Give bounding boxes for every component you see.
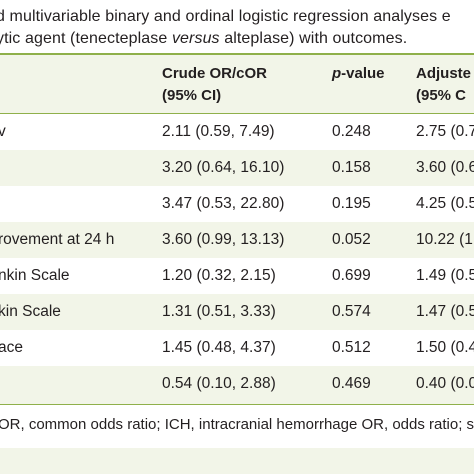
table-row: v 2.11 (0.59, 7.49) 0.248 2.75 (0.7 — [0, 114, 474, 150]
row-adjusted-or: 1.49 (0.5 — [416, 267, 474, 284]
row-crude-or: 3.20 (0.64, 16.10) — [162, 159, 285, 176]
row-adjusted-or: 0.40 (0.0 — [416, 375, 474, 392]
row-adjusted-or: 1.50 (0.4 — [416, 339, 474, 356]
table-row: 3.47 (0.53, 22.80) 0.195 4.25 (0.5 — [0, 186, 474, 222]
table-footnote: OR, common odds ratio; ICH, intracranial… — [0, 416, 474, 433]
row-crude-or: 1.31 (0.51, 3.33) — [162, 303, 276, 320]
row-adjusted-or: 3.60 (0.6 — [416, 159, 474, 176]
table-row: nkin Scale 1.20 (0.32, 2.15) 0.699 1.49 … — [0, 258, 474, 294]
row-adjusted-or: 2.75 (0.7 — [416, 123, 474, 140]
row-p-value: 0.248 — [332, 123, 371, 140]
row-label: kin Scale — [0, 303, 61, 320]
row-crude-or: 1.20 (0.32, 2.15) — [162, 267, 276, 284]
row-crude-or: 2.11 (0.59, 7.49) — [162, 123, 275, 140]
table-bottom-rule — [0, 404, 474, 405]
row-p-value: 0.469 — [332, 375, 371, 392]
row-label: rovement at 24 h — [0, 231, 115, 248]
row-p-value: 0.574 — [332, 303, 371, 320]
footer-band — [0, 448, 474, 474]
header-adjusted-or: Adjuste (95% C — [416, 63, 471, 107]
table-row: 0.54 (0.10, 2.88) 0.469 0.40 (0.0 — [0, 366, 474, 404]
row-adjusted-or: 10.22 (1. — [416, 231, 474, 248]
caption-line-2-italic: versus — [171, 30, 220, 47]
caption-line-1: d multivariable binary and ordinal logis… — [0, 8, 451, 25]
header-crude-or-line1: Crude OR/cOR — [162, 65, 268, 82]
header-adjusted-line2: (95% C — [416, 87, 467, 104]
caption-line-2: ytic agent (tenecteplase versus alteplas… — [0, 30, 407, 48]
table-caption: d multivariable binary and ordinal logis… — [0, 0, 474, 52]
header-crude-or: Crude OR/cOR (95% CI) — [162, 63, 267, 107]
row-crude-or: 0.54 (0.10, 2.88) — [162, 375, 276, 392]
table-top-rule — [0, 53, 474, 55]
header-bottom-rule — [0, 113, 474, 114]
table-row: ace 1.45 (0.48, 4.37) 0.512 1.50 (0.4 — [0, 330, 474, 366]
row-label: v — [0, 123, 6, 140]
header-crude-or-line2: (95% CI) — [162, 87, 222, 104]
row-adjusted-or: 4.25 (0.5 — [416, 195, 474, 212]
row-p-value: 0.195 — [332, 195, 371, 212]
caption-line-2-start: ytic agent (tenecteplase — [0, 30, 172, 47]
row-p-value: 0.512 — [332, 339, 371, 356]
caption-line-2-end: alteplase) with outcomes. — [219, 30, 408, 47]
row-label: nkin Scale — [0, 267, 70, 284]
row-label: ace — [0, 339, 23, 356]
header-p-value: p-value — [332, 63, 385, 85]
row-p-value: 0.158 — [332, 159, 371, 176]
header-p-rest: -value — [341, 65, 385, 82]
header-adjusted-line1: Adjuste — [416, 65, 472, 82]
header-p-italic: p — [332, 65, 342, 82]
row-p-value: 0.699 — [332, 267, 371, 284]
table-header: Crude OR/cOR (95% CI) p-value Adjuste (9… — [0, 55, 474, 113]
row-p-value: 0.052 — [332, 231, 371, 248]
table-row: 3.20 (0.64, 16.10) 0.158 3.60 (0.6 — [0, 150, 474, 186]
table-row: kin Scale 1.31 (0.51, 3.33) 0.574 1.47 (… — [0, 294, 474, 330]
row-crude-or: 3.47 (0.53, 22.80) — [162, 195, 285, 212]
table-row: rovement at 24 h 3.60 (0.99, 13.13) 0.05… — [0, 222, 474, 258]
row-crude-or: 1.45 (0.48, 4.37) — [162, 339, 276, 356]
row-adjusted-or: 1.47 (0.5 — [416, 303, 474, 320]
row-crude-or: 3.60 (0.99, 13.13) — [162, 231, 285, 248]
